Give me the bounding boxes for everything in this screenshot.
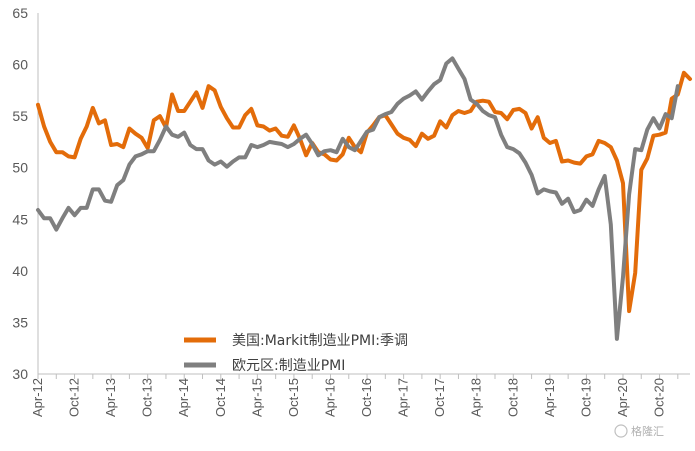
x-tick-label: Oct-17 [432,378,447,417]
x-tick-label: Apr-18 [469,378,484,417]
x-tick-label: Apr-17 [396,378,411,417]
series-line-us [36,70,692,314]
legend-label-eu: 欧元区:制造业PMI [232,358,345,374]
y-tick-label: 60 [12,57,28,73]
x-tick-label: Apr-13 [103,378,118,417]
y-axis: 30 35 40 45 50 55 60 65 [12,5,39,382]
y-tick-label: 45 [12,211,28,227]
x-tick-label: Apr-20 [615,378,630,417]
x-tick-label: Oct-20 [652,378,667,417]
x-tick-label: Apr-16 [322,378,337,417]
x-tick-label: Apr-15 [249,378,264,417]
legend: 美国:Markit制造业PMI:季调 欧元区:制造业PMI [184,333,408,374]
legend-label-us: 美国:Markit制造业PMI:季调 [232,333,408,349]
x-tick-label: Oct-16 [359,378,374,417]
y-tick-label: 40 [12,263,28,279]
watermark-text: 格隆汇 [631,424,664,438]
x-tick-label: Oct-15 [286,378,301,417]
x-tick-label: Oct-13 [140,378,155,417]
x-axis: Apr-12 Oct-12 Apr-13 Oct-13 Apr-14 Oct-14 Apr-… [30,373,690,417]
series-layer [36,56,692,341]
y-tick-label: 35 [12,314,28,330]
x-tick-label: Apr-19 [542,378,557,417]
y-tick-label: 65 [12,5,28,21]
x-tick-label: Oct-12 [67,378,82,417]
x-tick-label: Oct-19 [578,378,593,417]
y-tick-label: 50 [12,160,28,176]
series-line-eu [36,56,680,341]
x-tick-label: Oct-14 [213,378,228,417]
y-tick-label: 55 [12,108,28,124]
y-tick-label: 30 [12,366,28,382]
x-tick-label: Apr-14 [176,378,191,417]
watermark-logo-icon [614,424,628,438]
x-tick-label: Oct-18 [505,378,520,417]
watermark: 格隆汇 [614,424,664,438]
x-tick-label: Apr-12 [30,378,45,417]
